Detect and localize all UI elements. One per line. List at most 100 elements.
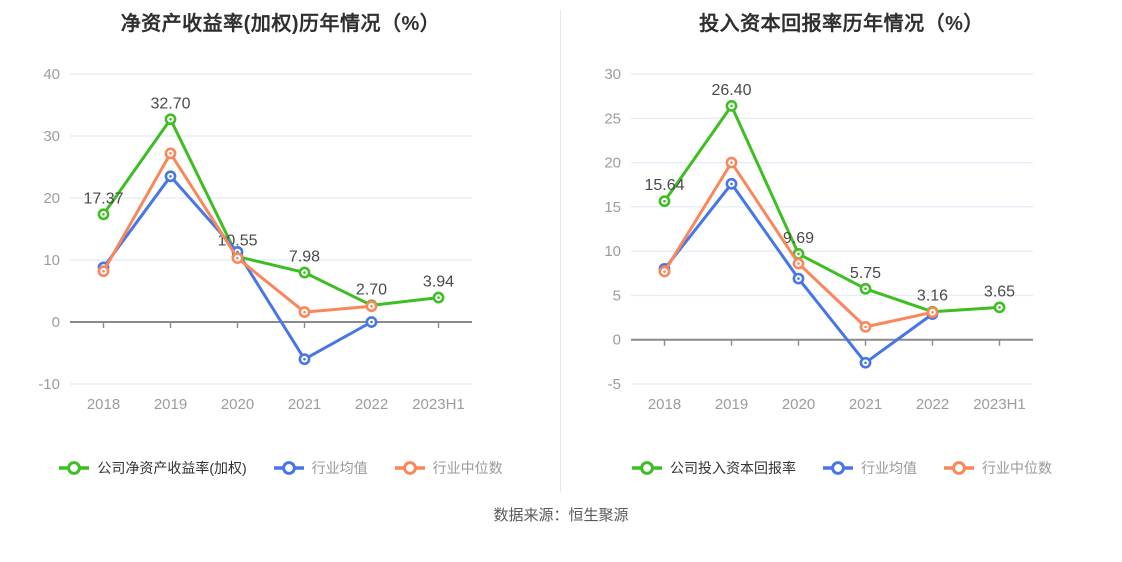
data-label: 3.16 bbox=[917, 288, 948, 305]
data-point-center-dot bbox=[797, 252, 800, 256]
x-axis-label: 2019 bbox=[715, 396, 748, 413]
y-axis-label: 10 bbox=[604, 243, 621, 260]
series-line bbox=[102, 117, 440, 307]
data-point-center-dot bbox=[102, 269, 105, 273]
chart-panel-right: 投入资本回报率历年情况（%） -5 0 5 10 15 20 25 30 2018 2019 202… bbox=[561, 0, 1122, 478]
data-label: 15.64 bbox=[644, 177, 684, 194]
data-label: 3.65 bbox=[984, 283, 1015, 300]
plot-area: -5 0 5 10 15 20 25 30 2018 2019 2020 2021 2022 2023H1… bbox=[604, 66, 1033, 413]
data-source-note: 数据来源：恒生聚源 bbox=[493, 507, 629, 524]
panel-divider bbox=[560, 10, 561, 492]
data-label: 9.69 bbox=[783, 230, 814, 247]
legend-label: 行业中位数 bbox=[982, 460, 1052, 476]
data-label: 3.94 bbox=[423, 274, 454, 291]
chart-title-roic: 投入资本回报率历年情况（%） bbox=[699, 13, 984, 35]
legend-item[interactable]: 行业中位数 bbox=[943, 458, 1052, 478]
legend-item[interactable]: 行业中位数 bbox=[394, 458, 503, 478]
x-axis-label: 2021 bbox=[288, 396, 321, 413]
legend-circle bbox=[402, 461, 417, 475]
data-point-center-dot bbox=[303, 271, 306, 274]
data-point-center-dot bbox=[797, 262, 800, 265]
chart-panel-left: 净资产收益率(加权)历年情况（%） -10 0 10 20 30 40 2018 2019 20… bbox=[0, 0, 561, 478]
data-label: 17.37 bbox=[83, 190, 123, 207]
y-axis-label: 15 bbox=[604, 199, 621, 216]
x-axis-label: 2018 bbox=[87, 396, 120, 413]
legend-item[interactable]: 公司净资产收益率(加权) bbox=[58, 458, 247, 478]
legend-circle bbox=[640, 461, 654, 475]
data-point-center-dot bbox=[931, 310, 934, 314]
legend-line-marker-icon bbox=[632, 461, 662, 475]
x-axis-label: 2022 bbox=[355, 396, 388, 413]
legend-item[interactable]: 行业均值 bbox=[822, 458, 917, 478]
data-label: 26.40 bbox=[711, 82, 751, 99]
legend-circle bbox=[67, 461, 82, 475]
data-point-center-dot bbox=[303, 357, 306, 361]
y-axis-label: 5 bbox=[613, 287, 621, 304]
x-axis-label: 2018 bbox=[648, 396, 681, 413]
legend-label: 行业中位数 bbox=[432, 460, 503, 476]
data-point-center-dot bbox=[864, 361, 867, 365]
legend-line-marker-icon bbox=[273, 461, 304, 475]
series-line bbox=[663, 104, 1001, 314]
data-point-center-dot bbox=[663, 270, 666, 273]
data-label: 7.98 bbox=[289, 249, 320, 266]
data-point-center-dot bbox=[303, 310, 306, 314]
data-point-center-dot bbox=[864, 287, 867, 291]
x-axis-label: 2019 bbox=[154, 396, 187, 413]
data-label: 2.70 bbox=[356, 281, 387, 298]
series-line bbox=[102, 174, 373, 361]
plot-area: -10 0 10 20 30 40 2018 2019 2020 2021 2022 2023H1 17… bbox=[38, 66, 472, 413]
y-axis-label: 20 bbox=[43, 190, 60, 207]
charts-row: 净资产收益率(加权)历年情况（%） -10 0 10 20 30 40 2018 2019 20… bbox=[0, 0, 1122, 478]
x-axis-label: 2023H1 bbox=[412, 396, 465, 413]
data-point-center-dot bbox=[169, 175, 172, 178]
legend-circle bbox=[952, 461, 966, 475]
data-point-center-dot bbox=[169, 152, 172, 155]
data-point-center-dot bbox=[998, 306, 1001, 309]
data-point-center-dot bbox=[663, 199, 666, 203]
y-axis-label: 25 bbox=[604, 110, 621, 127]
x-axis-label: 2020 bbox=[221, 396, 254, 413]
legend-label: 公司净资产收益率(加权) bbox=[97, 460, 247, 476]
y-axis-label: 0 bbox=[52, 314, 60, 331]
data-point-center-dot bbox=[797, 277, 800, 280]
data-point-center-dot bbox=[169, 117, 172, 121]
x-axis-label: 2023H1 bbox=[973, 396, 1026, 413]
legend-item[interactable]: 公司投入资本回报率 bbox=[631, 458, 796, 478]
legend-line-marker-icon bbox=[944, 461, 974, 475]
legend-label: 行业均值 bbox=[861, 460, 917, 476]
roe-line-chart: -10 0 10 20 30 40 2018 2019 2020 2021 2022 2023H1 17… bbox=[38, 66, 472, 413]
data-point-center-dot bbox=[437, 296, 440, 299]
legend-label: 公司投入资本回报率 bbox=[670, 460, 796, 476]
data-point-center-dot bbox=[730, 182, 733, 186]
y-axis-label: 20 bbox=[604, 155, 621, 172]
x-axis-label: 2021 bbox=[849, 396, 882, 413]
data-point-center-dot bbox=[370, 304, 373, 308]
data-point-center-dot bbox=[730, 104, 733, 108]
roe-chart-legend: 公司净资产收益率(加权) 行业均值 行业中位数 bbox=[0, 458, 561, 478]
y-axis-label: 0 bbox=[613, 332, 621, 349]
legend-label: 行业均值 bbox=[311, 460, 368, 476]
data-label: 32.70 bbox=[150, 95, 190, 112]
data-point-center-dot bbox=[864, 325, 867, 329]
y-axis-label: 30 bbox=[604, 66, 621, 83]
chart-title-roe: 净资产收益率(加权)历年情况（%） bbox=[120, 13, 441, 35]
y-axis-label: 30 bbox=[43, 128, 60, 145]
roic-chart-legend: 公司投入资本回报率 行业均值 行业中位数 bbox=[561, 458, 1122, 478]
legend-circle bbox=[831, 461, 845, 475]
x-axis-label: 2020 bbox=[782, 396, 815, 413]
legend-line-marker-icon bbox=[394, 461, 425, 475]
roic-line-chart: -5 0 5 10 15 20 25 30 2018 2019 2020 2021 2022 2023H1… bbox=[604, 66, 1033, 413]
data-point-center-dot bbox=[730, 161, 733, 164]
y-axis-label: 10 bbox=[43, 252, 60, 269]
legend-item[interactable]: 行业均值 bbox=[273, 458, 368, 478]
data-label: 10.55 bbox=[217, 233, 257, 250]
data-point-center-dot bbox=[236, 256, 239, 260]
y-axis-label: -10 bbox=[38, 376, 60, 393]
legend-circle bbox=[281, 461, 296, 475]
legend-line-marker-icon bbox=[59, 461, 90, 475]
y-axis-label: 40 bbox=[43, 66, 60, 83]
x-axis-label: 2022 bbox=[916, 396, 949, 413]
data-point-center-dot bbox=[102, 213, 105, 216]
data-point-center-dot bbox=[370, 320, 373, 324]
